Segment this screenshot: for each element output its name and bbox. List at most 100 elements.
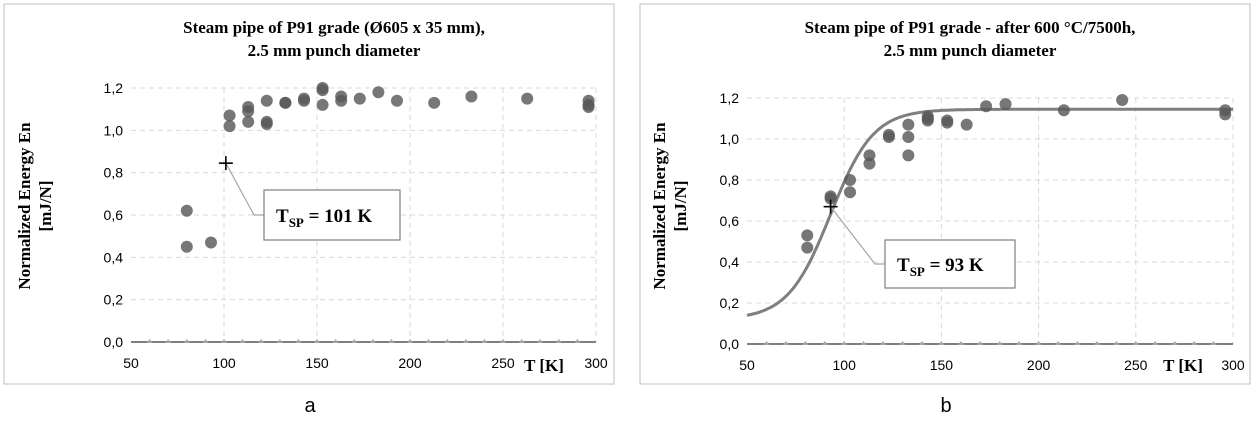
data-point-a (521, 92, 534, 105)
baseline-tick-b (996, 341, 1003, 345)
annotation-prefix-b: T (897, 255, 910, 276)
data-point-a (223, 120, 236, 133)
x-tick-label-a: 200 (398, 355, 422, 371)
baseline-tick-b (1171, 341, 1178, 345)
y-tick-label-a: 0,4 (104, 249, 124, 265)
baseline-tick-b (1210, 341, 1217, 345)
data-point-b (941, 116, 954, 129)
x-tick-label-a: 100 (212, 355, 236, 371)
y-tick-label-b: 1,0 (720, 131, 740, 147)
x-tick-label-b: 250 (1124, 357, 1148, 373)
data-point-b (844, 186, 857, 199)
baseline-tick-b (1055, 341, 1062, 345)
baseline-tick-b (1113, 341, 1120, 345)
x-tick-label-a: 300 (584, 355, 608, 371)
baseline-tick-b (782, 341, 789, 345)
baseline-tick-a (369, 339, 376, 343)
data-point-a (390, 94, 403, 107)
baseline-tick-a (407, 339, 413, 343)
y-axis-label-b-line2: [mJ/N] (671, 181, 690, 232)
y-tick-label-b: 0,0 (720, 336, 740, 352)
data-point-a (180, 240, 193, 253)
x-tick-label-a: 50 (123, 355, 139, 371)
y-tick-label-a: 0,0 (104, 334, 124, 350)
data-point-b (902, 130, 915, 143)
baseline-tick-a (221, 339, 227, 343)
baseline-tick-a (276, 339, 283, 343)
baseline-tick-a (314, 339, 320, 343)
data-point-a (372, 86, 385, 99)
data-point-b (960, 118, 973, 131)
caption-a: a (304, 395, 316, 417)
x-tick-label-b: 50 (739, 357, 755, 373)
y-axis-label-a-line2: [mJ/N] (36, 181, 55, 232)
y-tick-label-a: 0,6 (104, 207, 124, 223)
chart-panel-a: Steam pipe of P91 grade (Ø605 x 35 mm), … (3, 3, 615, 417)
data-point-a (260, 115, 273, 128)
baseline-tick-b (841, 341, 848, 345)
data-point-a (335, 94, 348, 107)
baseline-tick-a (555, 339, 562, 343)
baseline-tick-a (537, 339, 544, 343)
plot-area-b: 0,0 0,2 0,4 0,6 0,8 1,0 1,2 50 100 150 200 250 300 (720, 90, 1245, 373)
data-point-b (1219, 108, 1232, 121)
y-tick-label-a: 0,8 (104, 165, 124, 181)
data-point-a (428, 96, 441, 109)
chart-panel-b: Steam pipe of P91 grade - after 600 °C/7… (639, 3, 1251, 417)
y-tick-label-b: 0,8 (720, 172, 740, 188)
annotation-suffix-a: = 101 K (304, 206, 373, 227)
chart-title-a-line1: Steam pipe of P91 grade (Ø605 x 35 mm), (183, 18, 485, 37)
y-tick-label-b: 0,4 (720, 254, 740, 270)
data-point-b (1116, 94, 1129, 107)
baseline-tick-b (1074, 341, 1081, 345)
annotation-text-a: TSP = 101 K (276, 206, 372, 230)
annotation-leader-b (830, 206, 885, 265)
baseline-tick-a (295, 339, 302, 343)
y-tick-label-a: 1,2 (104, 80, 124, 96)
y-tick-label-b: 0,2 (720, 295, 740, 311)
annotation-sub-a: SP (289, 215, 304, 230)
y-axis-label-b-line1: Normalized Energy En (650, 122, 669, 290)
baseline-tick-b (802, 341, 809, 345)
baseline-tick-a (462, 339, 469, 343)
baseline-tick-a (146, 339, 153, 343)
data-point-b (801, 229, 814, 242)
plot-area-a: 0,0 0,2 0,4 0,6 0,8 1,0 1,2 50 100 150 200 250 300 (104, 80, 608, 371)
data-point-a (316, 82, 329, 94)
baseline-tick-b (1035, 341, 1042, 345)
baseline-tick-b (1132, 341, 1139, 345)
data-point-a (353, 92, 366, 105)
data-point-a (223, 109, 236, 122)
baseline-tick-b (977, 341, 984, 345)
y-axis-label-a-line1: Normalized Energy En (15, 122, 34, 290)
baseline-tick-b (899, 341, 906, 345)
baseline-tick-a (425, 339, 432, 343)
chart-title-a-line2: 2.5 mm punch diameter (248, 41, 421, 60)
data-point-a (204, 236, 217, 249)
y-tick-label-b: 0,6 (720, 213, 740, 229)
data-point-a (242, 105, 255, 118)
baseline-tick-a (574, 339, 581, 343)
baseline-tick-a (165, 339, 172, 343)
baseline-tick-a (239, 339, 246, 343)
chart-frame-b (639, 3, 1251, 385)
data-point-a (297, 94, 310, 107)
x-tick-label-a: 150 (305, 355, 329, 371)
data-point-a (582, 101, 595, 114)
data-point-b (921, 112, 934, 125)
baseline-tick-b (880, 341, 887, 345)
x-tick-label-b: 200 (1027, 357, 1051, 373)
data-point-b (863, 149, 876, 162)
baseline-tick-a (183, 339, 190, 343)
baseline-tick-a (500, 339, 506, 343)
x-axis-label-b: T [K] (1163, 356, 1203, 375)
chart-title-b-line1: Steam pipe of P91 grade - after 600 °C/7… (805, 18, 1136, 37)
x-tick-label-b: 100 (833, 357, 857, 373)
y-tick-label-a: 1,0 (104, 122, 124, 138)
baseline-tick-b (918, 341, 925, 345)
data-point-a (260, 94, 273, 107)
annotation-box-a (263, 189, 401, 241)
chart-title-b-line2: 2.5 mm punch diameter (884, 41, 1057, 60)
data-point-b (1057, 104, 1070, 117)
baseline-tick-b (821, 341, 828, 345)
